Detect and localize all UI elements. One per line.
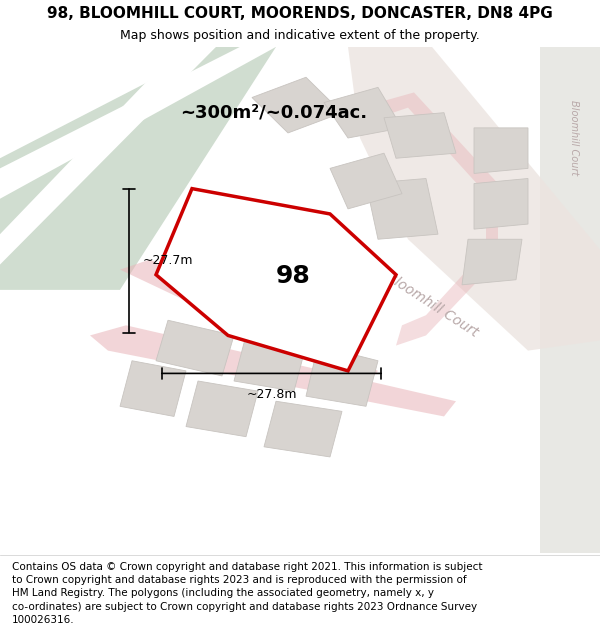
Polygon shape [306, 346, 378, 406]
Text: 98, BLOOMHILL COURT, MOORENDS, DONCASTER, DN8 4PG: 98, BLOOMHILL COURT, MOORENDS, DONCASTER… [47, 6, 553, 21]
Polygon shape [384, 112, 456, 158]
Text: co-ordinates) are subject to Crown copyright and database rights 2023 Ordnance S: co-ordinates) are subject to Crown copyr… [12, 602, 477, 612]
Text: Contains OS data © Crown copyright and database right 2021. This information is : Contains OS data © Crown copyright and d… [12, 562, 482, 572]
Polygon shape [462, 239, 522, 285]
Polygon shape [474, 179, 528, 229]
Text: ~27.8m: ~27.8m [246, 388, 297, 401]
Polygon shape [348, 47, 600, 351]
Polygon shape [120, 259, 378, 386]
Polygon shape [366, 179, 438, 239]
Polygon shape [120, 361, 186, 416]
Text: 100026316.: 100026316. [12, 615, 74, 625]
Polygon shape [0, 47, 276, 290]
Text: Bloomhill Court: Bloomhill Court [383, 270, 481, 340]
Text: ~300m²/~0.074ac.: ~300m²/~0.074ac. [180, 104, 367, 122]
Text: 98: 98 [275, 264, 310, 288]
Polygon shape [156, 320, 234, 376]
Text: HM Land Registry. The polygons (including the associated geometry, namely x, y: HM Land Registry. The polygons (includin… [12, 588, 434, 598]
Text: Bloomhill Court: Bloomhill Court [569, 101, 579, 176]
Polygon shape [378, 92, 498, 346]
Polygon shape [90, 325, 456, 416]
Polygon shape [474, 128, 528, 173]
Polygon shape [0, 47, 276, 199]
Polygon shape [324, 88, 402, 138]
Text: Map shows position and indicative extent of the property.: Map shows position and indicative extent… [120, 29, 480, 42]
Polygon shape [234, 336, 306, 391]
Polygon shape [186, 381, 258, 437]
Polygon shape [252, 78, 342, 133]
Text: ~27.7m: ~27.7m [142, 254, 193, 268]
Polygon shape [264, 401, 342, 457]
Polygon shape [330, 153, 402, 209]
Polygon shape [156, 189, 396, 371]
Polygon shape [0, 47, 216, 264]
Text: to Crown copyright and database rights 2023 and is reproduced with the permissio: to Crown copyright and database rights 2… [12, 575, 467, 585]
Polygon shape [540, 47, 600, 553]
